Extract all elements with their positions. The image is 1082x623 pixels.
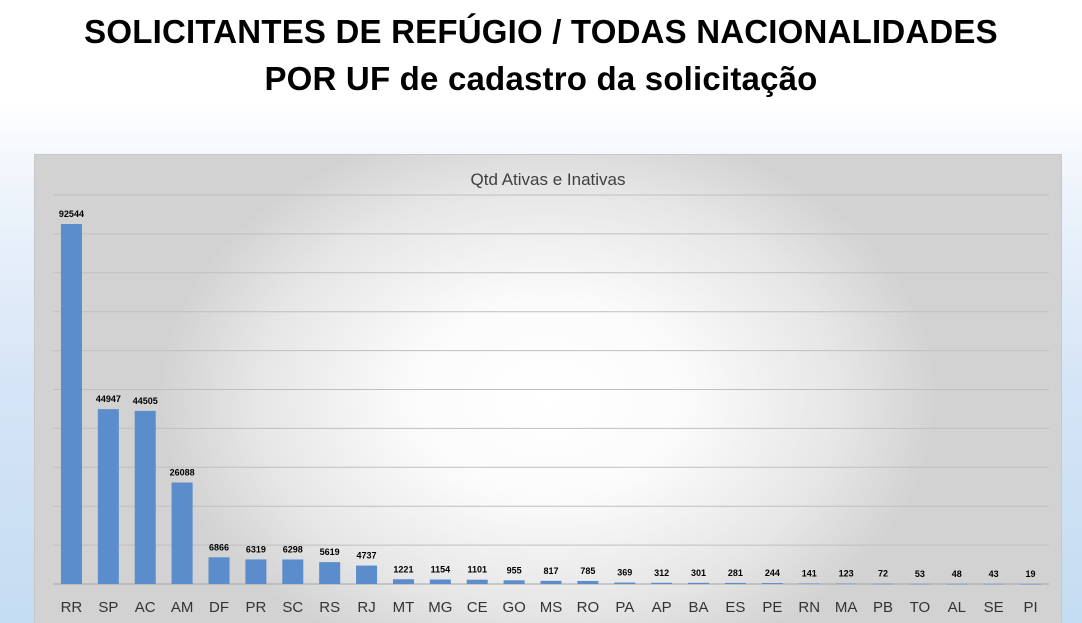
x-tick-label-se: SE — [984, 599, 1004, 616]
x-tick-label-rs: RS — [319, 599, 340, 616]
bar-mt — [392, 579, 414, 584]
data-label-ce: 1101 — [467, 565, 487, 575]
data-label-pi: 19 — [1026, 569, 1036, 579]
data-label-pe: 244 — [765, 568, 780, 578]
bar-se — [983, 583, 1005, 585]
bar-es — [724, 582, 746, 584]
data-label-se: 43 — [989, 569, 999, 579]
data-label-al: 48 — [952, 569, 962, 579]
bar-pb — [872, 583, 894, 585]
data-label-pb: 72 — [878, 569, 888, 579]
x-tick-label-am: AM — [171, 599, 194, 616]
x-tick-label-ac: AC — [135, 599, 156, 616]
x-tick-label-go: GO — [502, 599, 525, 616]
x-tick-label-ma: MA — [835, 599, 858, 616]
chart-panel: Qtd Ativas e Inativas 92544 RR 44947 SP 4450… — [34, 154, 1062, 623]
bar-rn — [798, 583, 820, 585]
data-label-sc: 6298 — [283, 545, 303, 555]
data-label-sp: 44947 — [96, 394, 121, 404]
data-label-ba: 301 — [691, 568, 706, 578]
x-tick-label-pe: PE — [762, 599, 782, 616]
x-tick-label-mg: MG — [428, 599, 452, 616]
bar-pi — [1020, 583, 1042, 585]
x-tick-label-al: AL — [948, 599, 966, 616]
x-tick-label-pr: PR — [245, 599, 266, 616]
x-tick-label-pb: PB — [873, 599, 893, 616]
data-label-ac: 44505 — [133, 396, 158, 406]
data-label-am: 26088 — [170, 468, 195, 478]
x-tick-label-rn: RN — [798, 599, 820, 616]
x-tick-label-ro: RO — [577, 599, 600, 616]
page-title-line-2: POR UF de cadastro da solicitação — [264, 60, 818, 97]
page-title-line-1: SOLICITANTES DE REFÚGIO / TODAS NACIONAL… — [84, 13, 998, 50]
data-label-mt: 1221 — [393, 564, 413, 574]
x-tick-label-ap: AP — [652, 599, 672, 616]
bar-rr — [60, 224, 82, 584]
x-tick-label-rr: RR — [61, 599, 83, 616]
bar-to — [909, 583, 931, 585]
data-label-go: 955 — [507, 565, 522, 575]
bar-ap — [651, 582, 673, 584]
data-label-pa: 369 — [617, 568, 632, 578]
x-tick-label-ms: MS — [540, 599, 563, 616]
bar-am — [171, 482, 193, 584]
data-label-rr: 92544 — [59, 209, 84, 219]
data-label-mg: 1154 — [431, 565, 451, 575]
x-tick-label-ce: CE — [467, 599, 488, 616]
x-tick-label-rj: RJ — [357, 599, 375, 616]
data-label-rj: 4737 — [357, 551, 377, 561]
x-tick-label-sc: SC — [282, 599, 303, 616]
bar-rs — [319, 562, 341, 584]
bar-chart: 92544 RR 44947 SP 44505 AC 26088 AM 6866 DF 6319 PR… — [53, 194, 1049, 616]
x-tick-label-to: TO — [910, 599, 931, 616]
bar-go — [503, 580, 525, 584]
bar-ac — [134, 410, 156, 584]
bar-ms — [540, 580, 562, 584]
bar-ro — [577, 580, 599, 584]
bar-ce — [466, 579, 488, 584]
bar-pr — [245, 559, 267, 584]
data-label-rs: 5619 — [320, 547, 340, 557]
bar-df — [208, 557, 230, 584]
x-tick-label-es: ES — [725, 599, 745, 616]
bar-sc — [282, 559, 304, 584]
data-label-ap: 312 — [654, 568, 669, 578]
bar-mg — [429, 579, 451, 584]
bar-pa — [614, 582, 636, 584]
data-label-ma: 123 — [839, 569, 854, 579]
bar-sp — [97, 409, 119, 584]
bar-al — [946, 583, 968, 585]
data-label-ms: 817 — [543, 566, 558, 576]
bar-ma — [835, 583, 857, 585]
data-label-es: 281 — [728, 568, 743, 578]
data-label-pr: 6319 — [246, 544, 266, 554]
data-label-to: 53 — [915, 569, 925, 579]
x-tick-label-mt: MT — [393, 599, 415, 616]
x-tick-label-sp: SP — [98, 599, 118, 616]
data-label-df: 6866 — [209, 542, 229, 552]
bar-ba — [688, 582, 710, 584]
data-label-ro: 785 — [580, 566, 595, 576]
bar-rj — [356, 565, 378, 584]
x-tick-label-pi: PI — [1023, 599, 1037, 616]
chart-title: Qtd Ativas e Inativas — [470, 170, 626, 189]
x-tick-label-ba: BA — [689, 599, 709, 616]
bar-pe — [761, 583, 783, 584]
x-tick-label-df: DF — [209, 599, 229, 616]
x-tick-label-pa: PA — [615, 599, 634, 616]
data-label-rn: 141 — [802, 568, 817, 578]
